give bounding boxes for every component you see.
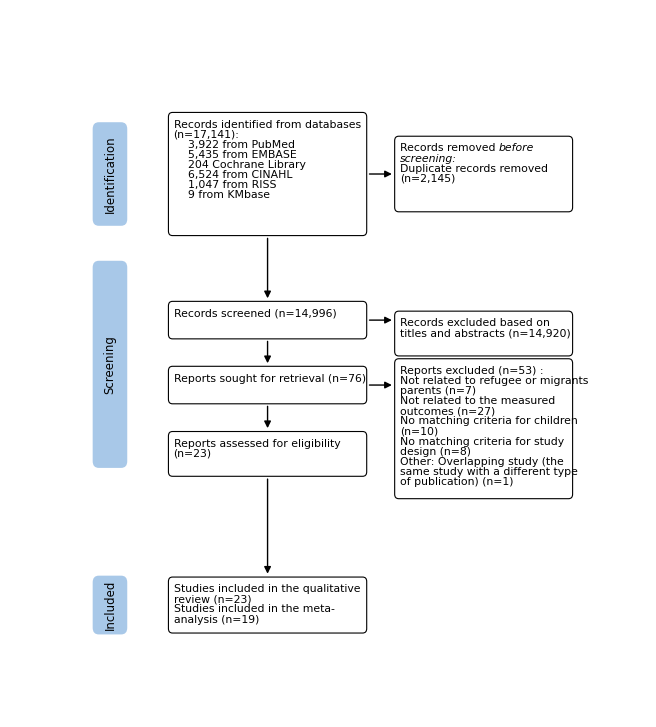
FancyBboxPatch shape [92, 122, 127, 226]
Text: Studies included in the meta-: Studies included in the meta- [173, 604, 335, 614]
Text: 204 Cochrane Library: 204 Cochrane Library [173, 160, 306, 170]
FancyBboxPatch shape [169, 302, 367, 339]
Text: 3,922 from PubMed: 3,922 from PubMed [173, 140, 295, 150]
Text: (n=23): (n=23) [173, 449, 212, 459]
Text: (n=2,145): (n=2,145) [400, 174, 455, 184]
Text: Records excluded based on: Records excluded based on [400, 318, 550, 329]
Text: 5,435 from EMBASE: 5,435 from EMBASE [173, 150, 297, 160]
Text: No matching criteria for children: No matching criteria for children [400, 417, 577, 427]
Text: Included: Included [104, 580, 117, 630]
Text: Reports sought for retrieval (n=76): Reports sought for retrieval (n=76) [173, 374, 365, 384]
Text: design (n=8): design (n=8) [400, 446, 471, 457]
Text: Duplicate records removed: Duplicate records removed [400, 164, 548, 174]
Text: 9 from KMbase: 9 from KMbase [173, 190, 270, 200]
Text: Reports excluded (n=53) :: Reports excluded (n=53) : [400, 366, 543, 376]
FancyBboxPatch shape [169, 577, 367, 633]
FancyBboxPatch shape [169, 432, 367, 476]
FancyBboxPatch shape [92, 576, 127, 635]
Text: Records removed: Records removed [400, 143, 499, 153]
Text: analysis (n=19): analysis (n=19) [173, 614, 259, 624]
FancyBboxPatch shape [395, 358, 573, 499]
Text: Reports assessed for eligibility: Reports assessed for eligibility [173, 439, 340, 449]
Text: 6,524 from CINAHL: 6,524 from CINAHL [173, 170, 292, 180]
Text: screening:: screening: [400, 153, 457, 164]
Text: outcomes (n=27): outcomes (n=27) [400, 406, 495, 417]
Text: 1,047 from RISS: 1,047 from RISS [173, 180, 276, 190]
Text: Records screened (n=14,996): Records screened (n=14,996) [173, 309, 337, 318]
Text: (n=10): (n=10) [400, 427, 438, 436]
Text: review (n=23): review (n=23) [173, 595, 251, 604]
FancyBboxPatch shape [395, 311, 573, 356]
Text: of publication) (n=1): of publication) (n=1) [400, 477, 513, 487]
Text: Screening: Screening [104, 335, 117, 394]
Text: No matching criteria for study: No matching criteria for study [400, 436, 564, 446]
FancyBboxPatch shape [395, 136, 573, 212]
Text: titles and abstracts (n=14,920): titles and abstracts (n=14,920) [400, 329, 571, 339]
Text: (n=17,141):: (n=17,141): [173, 130, 239, 140]
Text: parents (n=7): parents (n=7) [400, 386, 476, 396]
Text: Not related to refugee or migrants: Not related to refugee or migrants [400, 376, 588, 386]
FancyBboxPatch shape [169, 366, 367, 403]
Text: Identification: Identification [104, 135, 117, 213]
Text: Studies included in the qualitative: Studies included in the qualitative [173, 585, 360, 595]
FancyBboxPatch shape [169, 113, 367, 236]
FancyBboxPatch shape [92, 261, 127, 468]
Text: Not related to the measured: Not related to the measured [400, 396, 555, 406]
Text: Records identified from databases: Records identified from databases [173, 120, 361, 129]
Text: before: before [499, 143, 534, 153]
Text: same study with a different type: same study with a different type [400, 467, 578, 477]
Text: Other: Overlapping study (the: Other: Overlapping study (the [400, 457, 564, 467]
